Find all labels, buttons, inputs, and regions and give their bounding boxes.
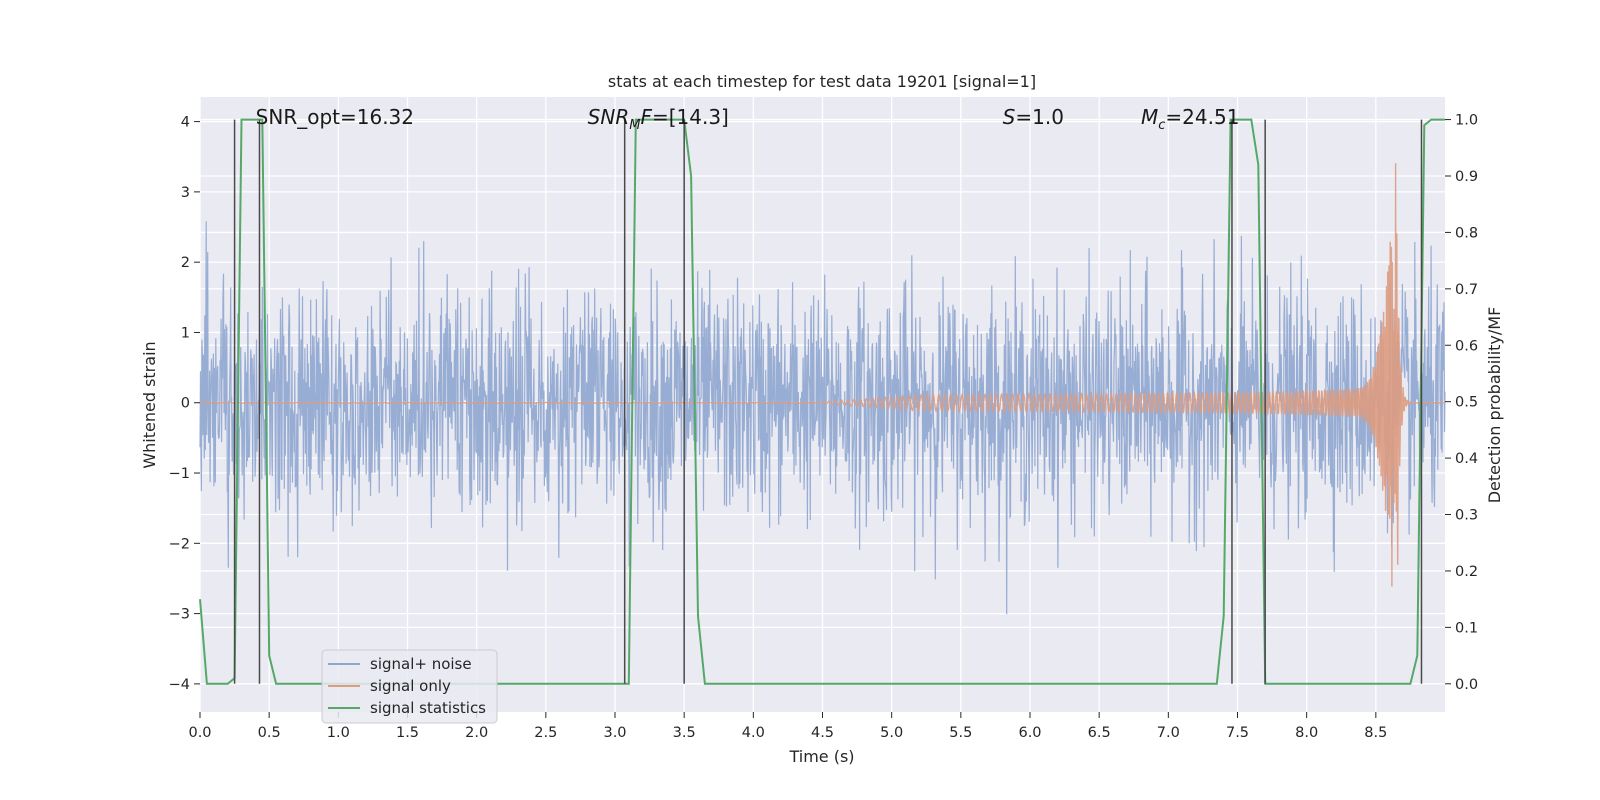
chirp-line xyxy=(199,163,1445,587)
x-tick-label-15: 7.5 xyxy=(1226,725,1249,741)
y-right-tick-label-3: 0.7 xyxy=(1455,282,1478,298)
y-left-tick-label-0: 4 xyxy=(181,115,190,131)
x-tick-label-17: 8.5 xyxy=(1364,725,1387,741)
legend-label-signal-only: signal only xyxy=(370,677,451,695)
y-right-axis-label: Detection probability/MF xyxy=(1485,307,1504,504)
y-left-tick-label-2: 2 xyxy=(181,255,190,271)
x-tick-label-7: 3.5 xyxy=(673,725,696,741)
x-tick-label-3: 1.5 xyxy=(396,725,419,741)
x-tick-label-12: 6.0 xyxy=(1018,725,1041,741)
y-left-axis-label: Whitened strain xyxy=(140,341,159,468)
y-right-ticks: 1.0 0.9 0.8 0.7 0.6 0.5 0.4 0.3 0.2 0.1 0.0 xyxy=(1445,113,1478,693)
annotation-3: Mc=24.51 xyxy=(1141,105,1239,133)
x-tick-label-11: 5.5 xyxy=(949,725,972,741)
x-tick-label-0: 0.0 xyxy=(188,725,211,741)
y-right-tick-label-5: 0.5 xyxy=(1455,395,1478,411)
series-signal-only xyxy=(199,163,1445,587)
annotation-1: SNRMF=[14.3] xyxy=(588,105,729,133)
y-left-tick-label-7: −3 xyxy=(169,607,190,623)
x-tick-label-4: 2.0 xyxy=(465,725,488,741)
y-right-tick-label-2: 0.8 xyxy=(1455,225,1478,241)
x-tick-label-8: 4.0 xyxy=(742,725,765,741)
x-tick-label-6: 3.0 xyxy=(603,725,626,741)
y-right-tick-label-1: 0.9 xyxy=(1455,169,1478,185)
x-tick-label-1: 0.5 xyxy=(258,725,281,741)
y-right-tick-label-8: 0.2 xyxy=(1455,564,1478,580)
y-left-ticks: 4 3 2 1 0 −1 −2 −3 −4 xyxy=(169,115,200,693)
y-left-tick-label-4: 0 xyxy=(181,396,190,412)
x-tick-label-9: 4.5 xyxy=(811,725,834,741)
x-axis-label: Time (s) xyxy=(788,747,854,766)
y-right-tick-label-9: 0.1 xyxy=(1455,620,1478,636)
legend: signal+ noise signal only signal statist… xyxy=(321,649,498,724)
y-right-tick-label-0: 1.0 xyxy=(1455,113,1478,129)
legend-label-signal-statistics: signal statistics xyxy=(370,699,486,717)
x-ticks: 0.0 0.5 1.0 1.5 2.0 2.5 3.0 3.5 4.0 4.5 5.0 5.5 6.0 6… xyxy=(188,712,1387,741)
detection-vlines xyxy=(233,119,1423,684)
chart-title: stats at each timestep for test data 192… xyxy=(608,72,1036,91)
annotation-2: S=1.0 xyxy=(1003,105,1064,129)
legend-box xyxy=(321,649,498,724)
annotations: SNR_opt=16.32 SNRMF=[14.3] S=1.0 Mc=24.51 xyxy=(256,105,1240,133)
x-tick-label-13: 6.5 xyxy=(1088,725,1111,741)
y-right-tick-label-6: 0.4 xyxy=(1455,451,1478,467)
legend-label-signal-plus-noise: signal+ noise xyxy=(370,655,472,673)
x-tick-label-10: 5.0 xyxy=(880,725,903,741)
y-right-tick-label-4: 0.6 xyxy=(1455,338,1478,354)
y-right-tick-label-7: 0.3 xyxy=(1455,508,1478,524)
x-tick-label-5: 2.5 xyxy=(534,725,557,741)
y-left-tick-label-5: −1 xyxy=(169,466,190,482)
y-right-tick-label-10: 0.0 xyxy=(1455,677,1478,693)
series-signal-statistics xyxy=(199,118,1445,685)
x-tick-label-16: 8.0 xyxy=(1295,725,1318,741)
x-tick-label-2: 1.0 xyxy=(327,725,350,741)
statistics-line xyxy=(199,118,1445,685)
y-left-tick-label-1: 3 xyxy=(181,185,190,201)
y-left-tick-label-3: 1 xyxy=(181,325,190,341)
y-left-tick-label-6: −2 xyxy=(169,536,190,552)
y-left-tick-label-8: −4 xyxy=(169,677,190,693)
x-tick-label-14: 7.0 xyxy=(1157,725,1180,741)
annotation-0: SNR_opt=16.32 xyxy=(256,105,414,129)
